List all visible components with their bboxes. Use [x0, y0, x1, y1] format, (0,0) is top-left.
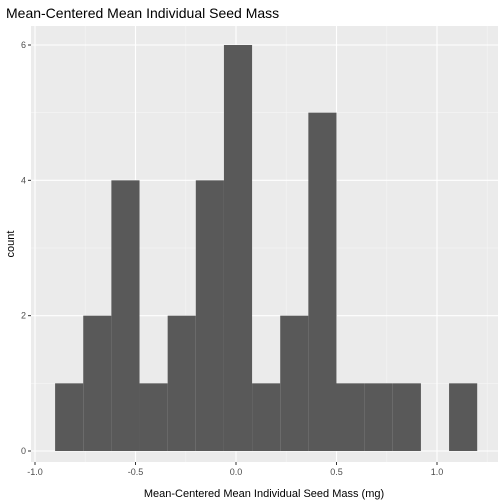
histogram-bar [280, 315, 309, 451]
histogram-bar [167, 315, 196, 451]
chart-title: Mean-Centered Mean Individual Seed Mass [6, 5, 279, 21]
histogram-bar [449, 383, 478, 451]
axes: -1.0 -0.5 0.0 0.5 1.0 0 2 4 6 [21, 40, 443, 477]
x-tick-label: 1.0 [431, 467, 444, 477]
histogram-bar [364, 383, 393, 451]
histogram-bar [392, 383, 421, 451]
x-tick-label: 0.0 [230, 467, 243, 477]
x-tick-label: 0.5 [330, 467, 343, 477]
y-tick-label: 4 [21, 175, 26, 185]
y-tick-label: 6 [21, 40, 26, 50]
x-axis-title: Mean-Centered Mean Individual Seed Mass … [144, 488, 384, 500]
y-axis-title: count [5, 231, 17, 258]
histogram-bar [336, 383, 365, 451]
histogram-bar [55, 383, 84, 451]
histogram-bar [252, 383, 281, 451]
y-tick-label: 2 [21, 311, 26, 321]
histogram-bar [308, 112, 337, 452]
histogram-bar [139, 383, 168, 451]
histogram-bar [111, 180, 140, 452]
histogram-bar [83, 315, 112, 451]
x-tick-label: -0.5 [128, 467, 144, 477]
histogram-bars [55, 45, 478, 452]
y-tick-label: 0 [21, 446, 26, 456]
x-tick-label: -1.0 [27, 467, 43, 477]
histogram-bar [223, 45, 253, 451]
histogram-bar [195, 180, 224, 452]
